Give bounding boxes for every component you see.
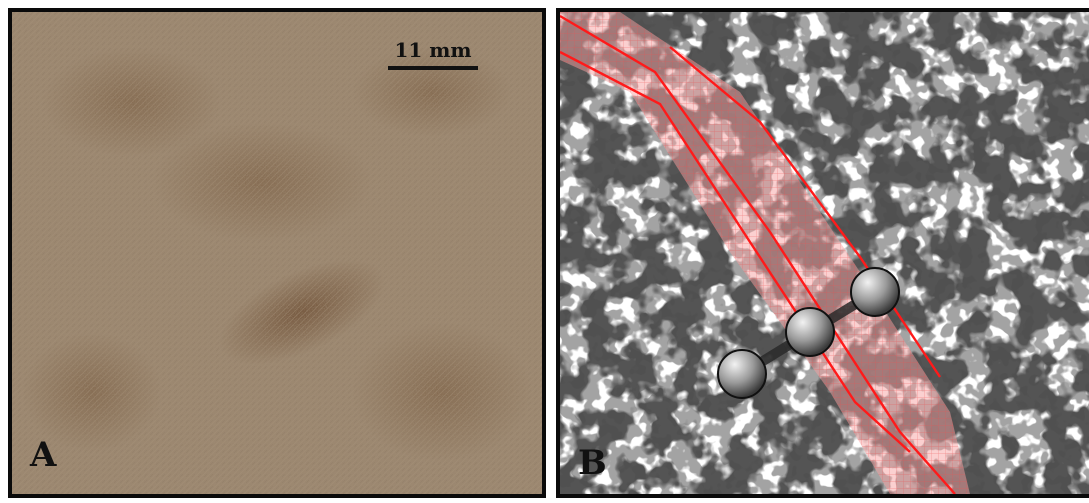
- marker-sphere: [850, 267, 900, 317]
- panel-a: 11 mm A: [8, 8, 546, 498]
- scale-bar: 11 mm: [388, 40, 478, 70]
- fabric-texture-image: [12, 12, 542, 494]
- binary-map-image: [560, 12, 1089, 494]
- marker-sphere: [717, 349, 767, 399]
- band-line-2: [560, 50, 911, 453]
- marker-sphere: [785, 307, 835, 357]
- panel-a-label: A: [30, 435, 57, 475]
- panel-b-label: B: [578, 443, 607, 483]
- band-line-1: [560, 14, 956, 494]
- panel-b: B: [556, 8, 1089, 498]
- scale-bar-line: [388, 66, 478, 70]
- band-line-3: [669, 46, 941, 378]
- band-region: [560, 12, 970, 494]
- scale-bar-label: 11 mm: [394, 38, 472, 62]
